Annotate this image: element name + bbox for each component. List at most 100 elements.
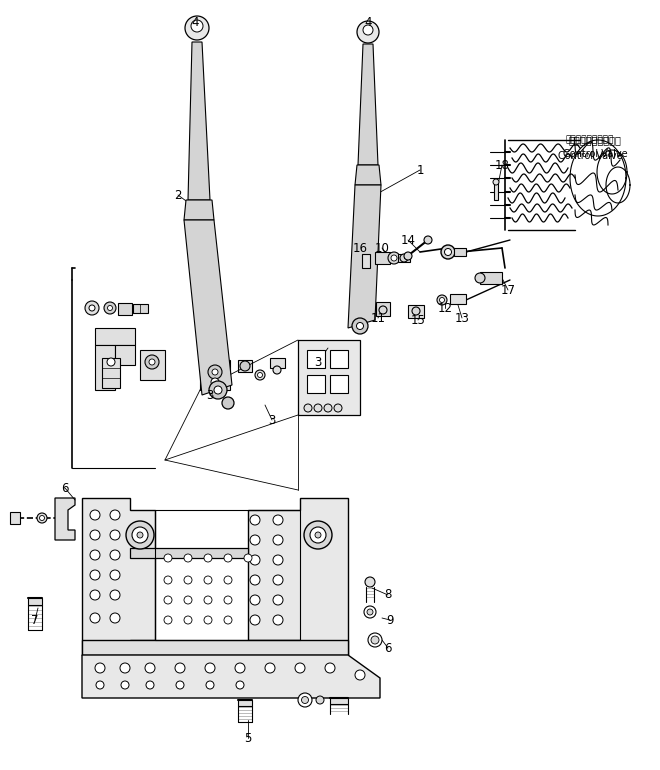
Circle shape	[132, 527, 148, 543]
Circle shape	[357, 21, 379, 43]
Circle shape	[175, 663, 185, 673]
Polygon shape	[102, 358, 120, 388]
Circle shape	[40, 515, 44, 521]
Circle shape	[400, 254, 408, 262]
Circle shape	[295, 663, 305, 673]
Polygon shape	[95, 345, 115, 390]
Circle shape	[368, 633, 382, 647]
Circle shape	[126, 521, 154, 549]
Polygon shape	[348, 185, 381, 328]
Circle shape	[316, 696, 324, 704]
Circle shape	[412, 307, 420, 315]
Bar	[307, 350, 325, 368]
Circle shape	[110, 530, 120, 540]
Text: 1: 1	[416, 163, 424, 176]
Polygon shape	[82, 655, 380, 698]
Circle shape	[110, 510, 120, 520]
Circle shape	[185, 16, 209, 40]
Circle shape	[235, 663, 245, 673]
Circle shape	[255, 370, 265, 380]
Circle shape	[145, 663, 155, 673]
Polygon shape	[115, 345, 135, 365]
Circle shape	[211, 378, 219, 386]
Polygon shape	[248, 498, 348, 655]
Polygon shape	[28, 598, 42, 605]
Circle shape	[90, 613, 100, 623]
Circle shape	[164, 576, 172, 584]
Text: 13: 13	[455, 312, 469, 324]
Circle shape	[310, 527, 326, 543]
Circle shape	[146, 681, 154, 689]
Text: 3: 3	[207, 389, 214, 401]
Polygon shape	[184, 200, 214, 220]
Circle shape	[371, 636, 379, 644]
Circle shape	[206, 681, 214, 689]
Text: 7: 7	[31, 614, 39, 627]
Circle shape	[204, 554, 212, 562]
Text: コントロールバルブ: コントロールバルブ	[566, 136, 614, 145]
Circle shape	[90, 570, 100, 580]
Circle shape	[437, 295, 447, 305]
Circle shape	[250, 515, 260, 525]
Text: 4: 4	[191, 15, 199, 28]
Bar	[307, 375, 325, 393]
Polygon shape	[454, 248, 466, 256]
Circle shape	[273, 615, 283, 625]
Circle shape	[273, 515, 283, 525]
Circle shape	[250, 595, 260, 605]
Polygon shape	[408, 305, 424, 318]
Text: 8: 8	[384, 588, 391, 601]
Circle shape	[204, 616, 212, 624]
Circle shape	[204, 576, 212, 584]
Circle shape	[314, 404, 322, 412]
Circle shape	[334, 404, 342, 412]
Circle shape	[240, 361, 250, 371]
Text: Control Valve: Control Valve	[558, 151, 622, 161]
Circle shape	[475, 273, 485, 283]
Polygon shape	[375, 252, 390, 264]
Circle shape	[204, 596, 212, 604]
Circle shape	[95, 663, 105, 673]
Circle shape	[176, 681, 184, 689]
Circle shape	[90, 590, 100, 600]
Circle shape	[273, 535, 283, 545]
Circle shape	[273, 595, 283, 605]
Text: 4: 4	[364, 15, 372, 28]
Circle shape	[250, 555, 260, 565]
Circle shape	[298, 693, 312, 707]
Circle shape	[90, 550, 100, 560]
Circle shape	[325, 663, 335, 673]
Polygon shape	[480, 272, 502, 284]
Circle shape	[191, 20, 203, 32]
Circle shape	[110, 613, 120, 623]
Polygon shape	[95, 328, 135, 345]
Polygon shape	[82, 640, 348, 655]
Circle shape	[110, 570, 120, 580]
Text: 2: 2	[174, 189, 182, 202]
Polygon shape	[82, 498, 155, 655]
Circle shape	[164, 554, 172, 562]
Circle shape	[493, 179, 499, 185]
Circle shape	[96, 681, 104, 689]
Polygon shape	[398, 254, 410, 262]
Text: 3: 3	[269, 413, 276, 427]
Circle shape	[364, 606, 376, 618]
Circle shape	[224, 596, 232, 604]
Circle shape	[208, 365, 222, 379]
Circle shape	[164, 596, 172, 604]
Circle shape	[108, 306, 112, 310]
Polygon shape	[238, 700, 252, 706]
Text: 17: 17	[500, 283, 515, 296]
Text: 9: 9	[386, 614, 394, 627]
Circle shape	[222, 397, 234, 409]
Circle shape	[356, 323, 364, 330]
Circle shape	[404, 252, 412, 260]
Text: コントロールバルブ: コントロールバルブ	[568, 135, 622, 145]
Circle shape	[257, 373, 263, 377]
Circle shape	[363, 25, 373, 35]
Circle shape	[324, 404, 332, 412]
Text: 11: 11	[370, 312, 385, 324]
Circle shape	[379, 306, 387, 314]
Circle shape	[184, 554, 192, 562]
Circle shape	[365, 577, 375, 587]
